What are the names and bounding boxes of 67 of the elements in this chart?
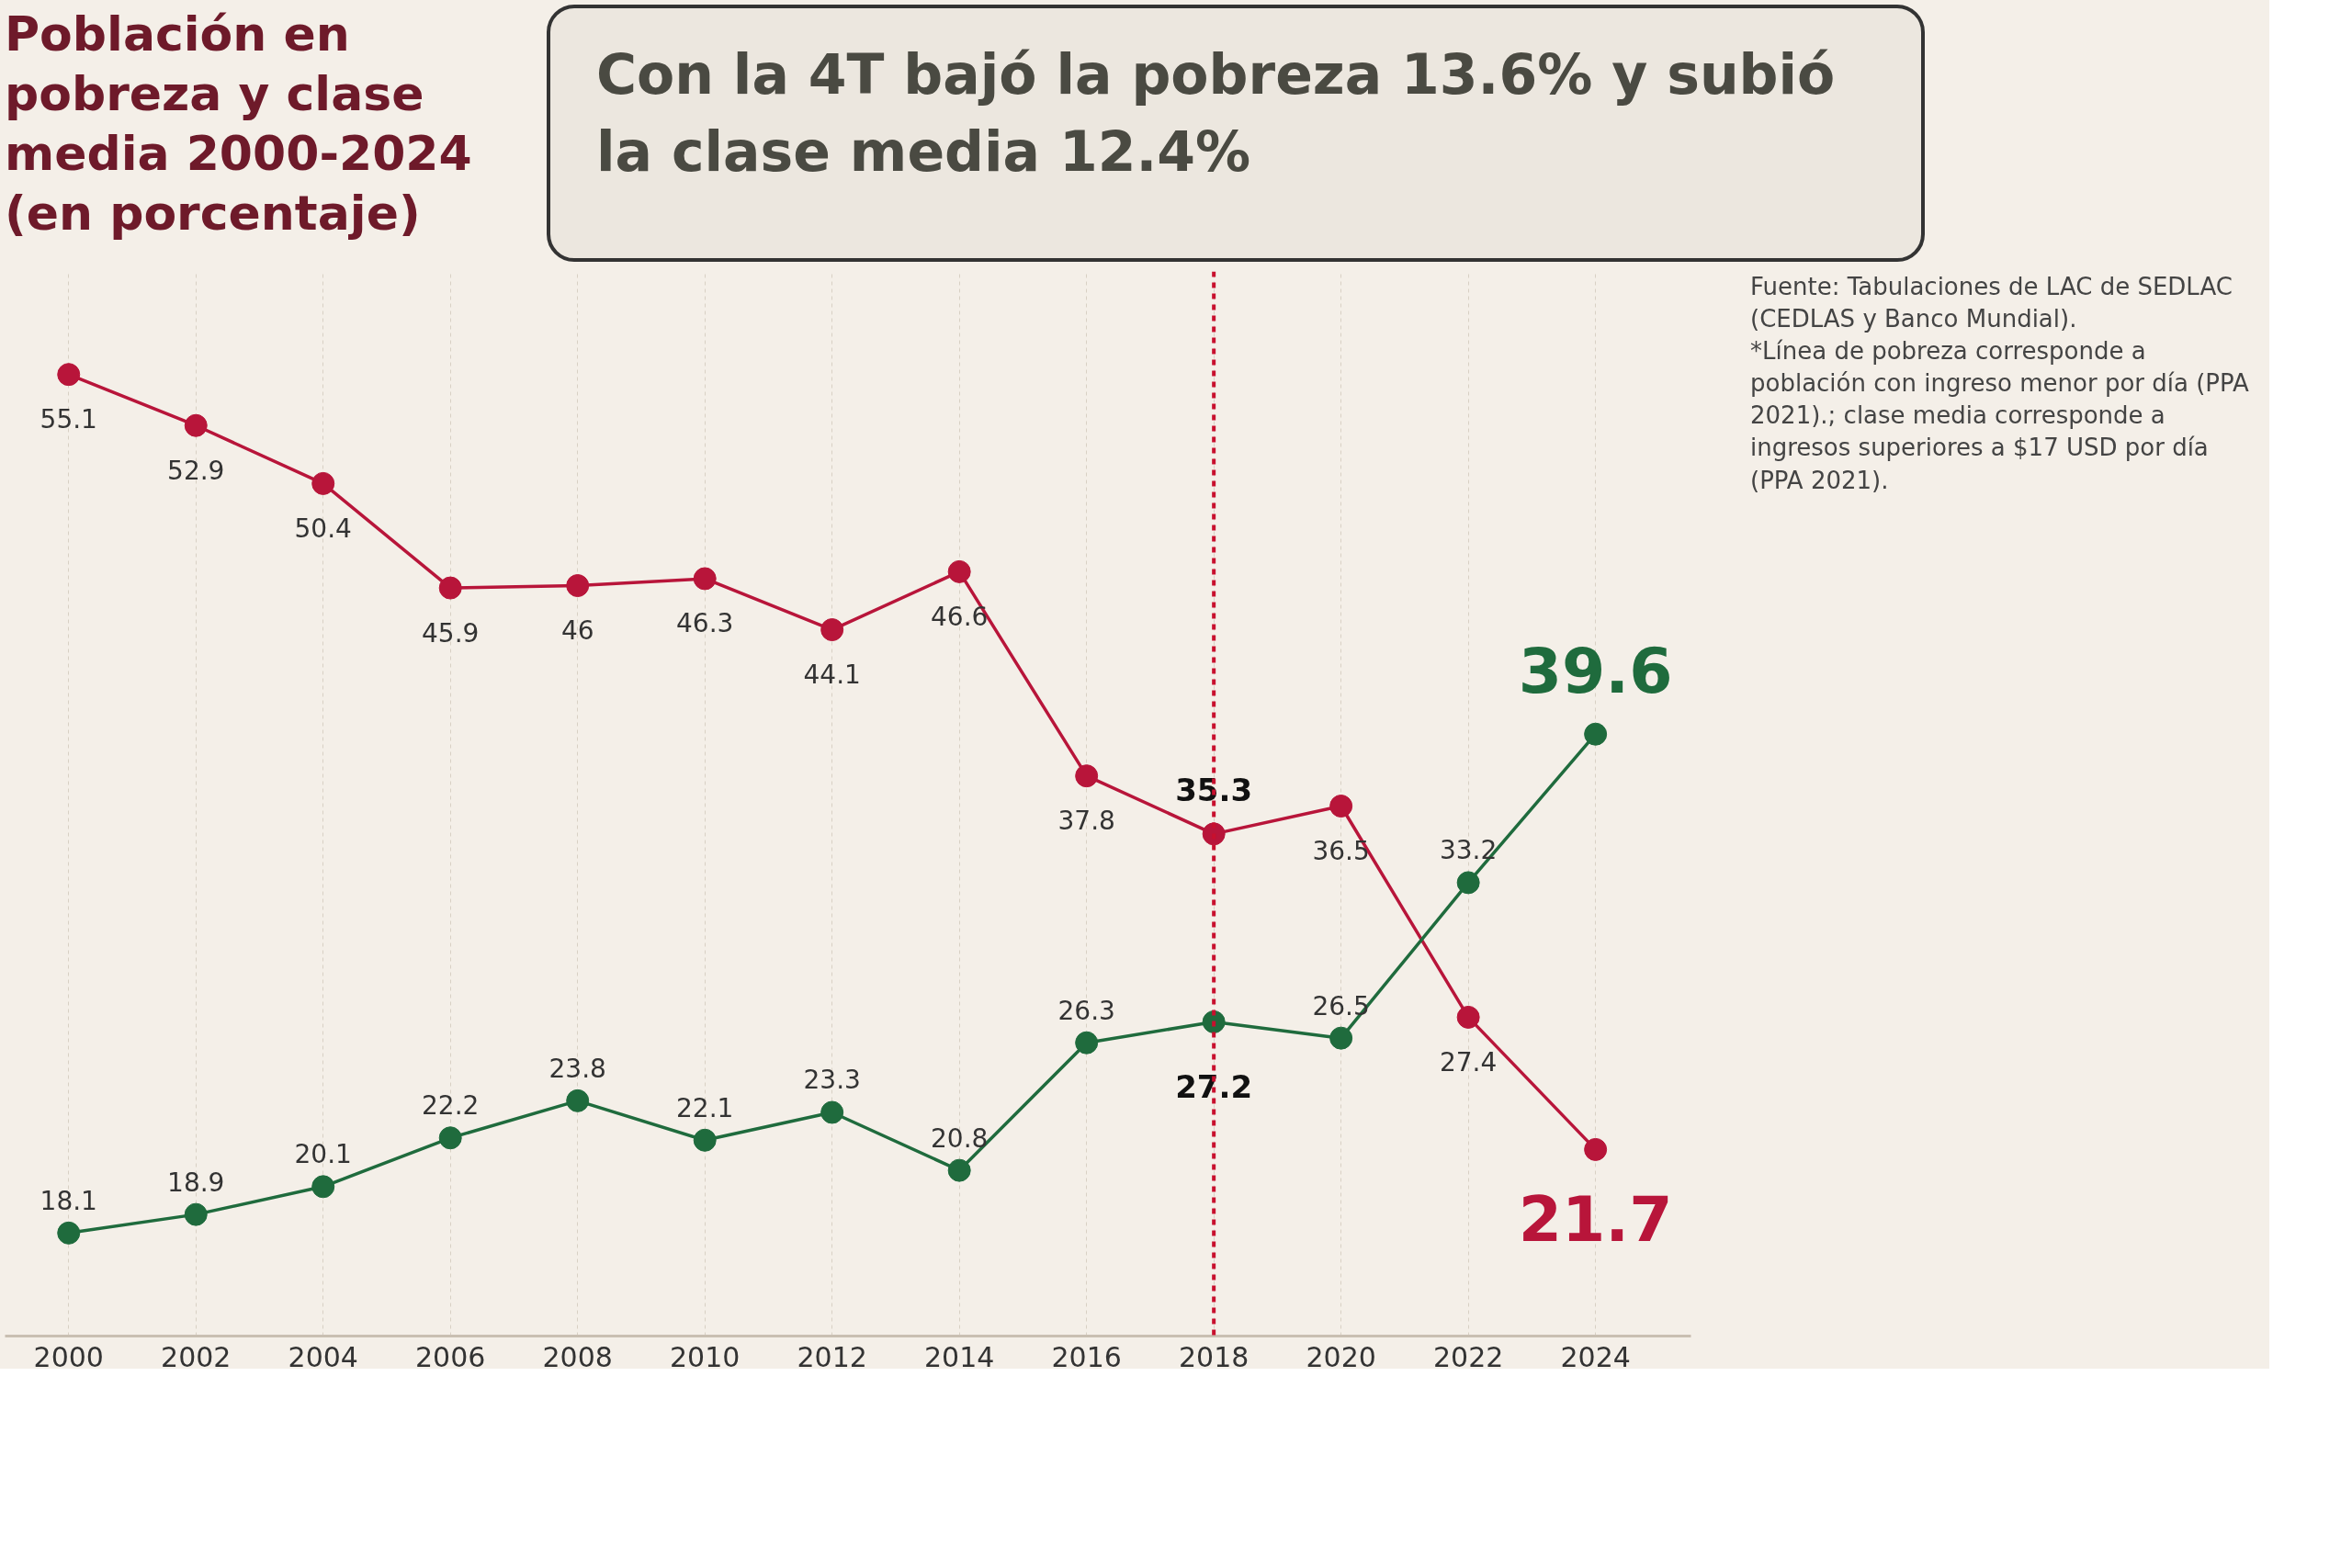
data-label: 50.4 bbox=[294, 513, 352, 544]
point bbox=[1456, 871, 1480, 895]
data-label: 55.1 bbox=[40, 404, 97, 435]
data-label: 23.3 bbox=[803, 1065, 861, 1096]
point bbox=[57, 363, 81, 387]
data-label: 26.5 bbox=[1312, 990, 1370, 1021]
x-tick-label: 2006 bbox=[415, 1340, 486, 1373]
data-label: 18.1 bbox=[40, 1185, 97, 1216]
x-tick-label: 2012 bbox=[797, 1340, 867, 1373]
x-tick-label: 2008 bbox=[542, 1340, 613, 1373]
x-tick-label: 2014 bbox=[924, 1340, 995, 1373]
point bbox=[693, 567, 717, 591]
point bbox=[1075, 764, 1099, 788]
x-tick-label: 2020 bbox=[1306, 1340, 1376, 1373]
point bbox=[311, 471, 335, 495]
point bbox=[184, 413, 208, 437]
point bbox=[1329, 1026, 1353, 1050]
point bbox=[438, 576, 462, 600]
point bbox=[1584, 722, 1608, 746]
x-tick-label: 2010 bbox=[670, 1340, 741, 1373]
data-label: 27.4 bbox=[1439, 1046, 1498, 1077]
data-label: 37.8 bbox=[1057, 806, 1115, 837]
point bbox=[947, 559, 971, 583]
chart-subtitle: Con la 4T bajó la pobreza 13.6% y subió la clase media 12.4% bbox=[596, 41, 1837, 186]
data-label: 44.1 bbox=[803, 660, 861, 691]
point bbox=[566, 1089, 590, 1112]
point bbox=[947, 1158, 971, 1182]
data-label: 20.1 bbox=[294, 1139, 352, 1170]
point bbox=[693, 1128, 717, 1152]
point bbox=[1329, 795, 1353, 818]
data-label: 20.8 bbox=[931, 1122, 989, 1154]
x-tick-label: 2000 bbox=[33, 1340, 104, 1373]
x-tick-label: 2022 bbox=[1432, 1340, 1504, 1373]
x-tick-label: 2016 bbox=[1051, 1340, 1122, 1373]
point bbox=[1456, 1005, 1480, 1029]
data-label: 33.2 bbox=[1439, 835, 1498, 866]
x-tick-label: 2024 bbox=[1560, 1340, 1631, 1373]
data-label: 46.6 bbox=[931, 601, 989, 632]
data-label: 26.3 bbox=[1057, 995, 1115, 1026]
text: *Línea de pobreza corresponde a población con ingreso menor por día (PPA 2021).; clase media corresponde a ingresos superiores a $17 USD por día (PPA 2021). bbox=[1750, 337, 2249, 494]
point bbox=[820, 618, 844, 642]
point bbox=[1075, 1031, 1099, 1055]
data-label: 46.3 bbox=[676, 608, 734, 639]
data-label: 22.1 bbox=[676, 1092, 734, 1123]
chart-title: Población en pobreza y clase media 2000-2024 (en porcentaje) bbox=[5, 6, 473, 243]
data-label: 22.2 bbox=[422, 1090, 480, 1122]
point bbox=[184, 1202, 208, 1226]
data-label: 52.9 bbox=[167, 455, 225, 486]
data-label: 23.8 bbox=[548, 1053, 606, 1084]
point bbox=[438, 1126, 462, 1150]
point bbox=[1584, 1137, 1608, 1161]
data-label: 36.5 bbox=[1312, 836, 1370, 867]
data-label: 39.6 bbox=[1518, 635, 1673, 708]
x-tick-label: 2004 bbox=[288, 1340, 358, 1373]
data-label: 46 bbox=[560, 615, 594, 647]
data-label: 45.9 bbox=[422, 617, 480, 649]
data-label: 27.2 bbox=[1175, 1067, 1253, 1105]
point bbox=[820, 1100, 844, 1124]
data-label: 21.7 bbox=[1518, 1183, 1673, 1257]
x-tick-label: 2018 bbox=[1178, 1340, 1250, 1373]
source-note: Fuente: Tabulaciones de LAC de SEDLAC (CEDLAS y Banco Mundial). bbox=[1750, 273, 2233, 333]
data-label: 18.9 bbox=[167, 1167, 225, 1198]
point bbox=[566, 574, 590, 598]
point bbox=[311, 1175, 335, 1199]
data-label: 35.3 bbox=[1175, 772, 1253, 809]
point bbox=[57, 1221, 81, 1245]
x-tick-label: 2002 bbox=[161, 1340, 232, 1373]
